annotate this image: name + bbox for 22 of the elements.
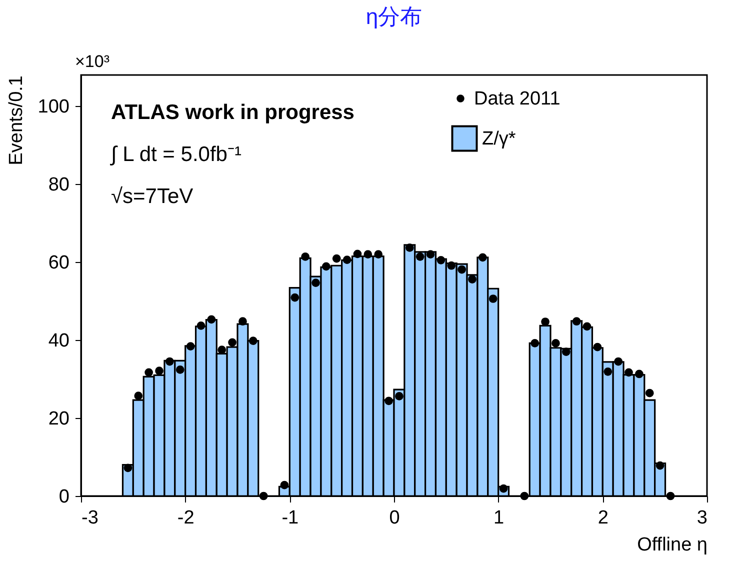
y-tick-label: 60: [48, 252, 70, 274]
annotation: ∫ L dt = 5.0fb⁻¹: [110, 143, 242, 166]
y-tick-label: 20: [48, 408, 70, 430]
x-tick-label: 3: [696, 508, 708, 528]
y-tick-label: 80: [48, 174, 70, 196]
annotation: ATLAS work in progress: [111, 101, 354, 124]
x-tick-label: 0: [389, 508, 400, 528]
annotation: √s=7TeV: [111, 185, 194, 208]
legend-label: Z/γ*: [482, 128, 516, 150]
text: ×10³: [75, 52, 110, 71]
y-tick-label: 40: [48, 330, 70, 352]
x-axis-title: Offline η: [637, 534, 708, 556]
y-axis-title: Events/0.1: [6, 76, 27, 166]
x-tick-label: -2: [177, 508, 194, 528]
x-tick-label: -1: [282, 508, 299, 528]
y-tick-label: 0: [58, 486, 70, 508]
x-tick-label: -3: [82, 508, 98, 528]
y-tick-label: 100: [38, 96, 70, 118]
x-tick-label: 2: [598, 508, 608, 528]
x-tick-label: 1: [494, 508, 504, 528]
chart-title: η分布: [366, 4, 422, 29]
legend-label: Data 2011: [474, 88, 560, 110]
